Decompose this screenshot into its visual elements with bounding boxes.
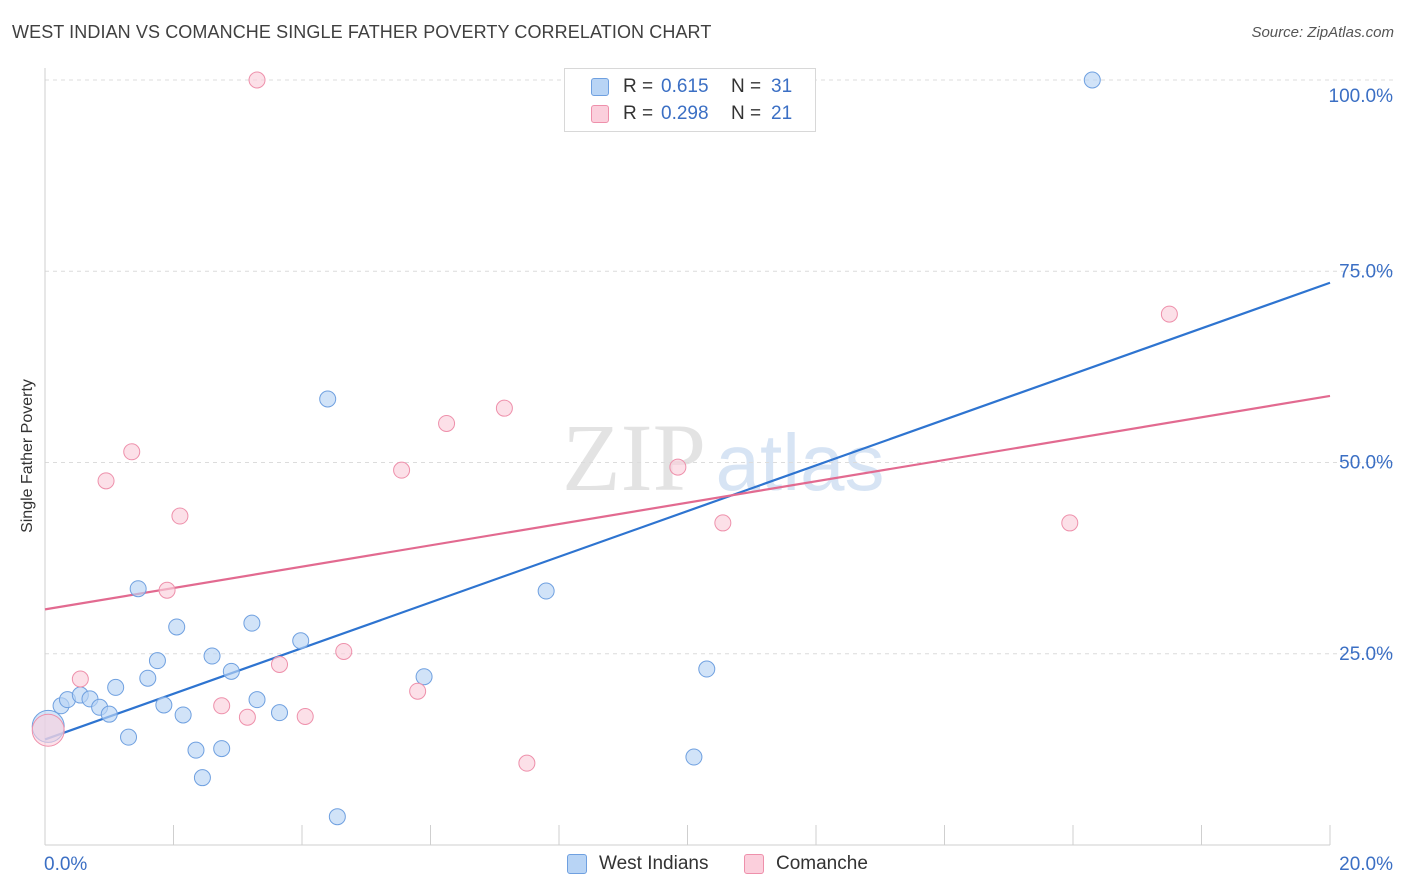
data-point-comanche	[271, 655, 289, 673]
legend-swatch-comanche	[591, 105, 609, 123]
legend-n-label: N =	[731, 76, 762, 97]
legend-r-value: 0.298	[661, 103, 709, 124]
data-point-west-indians	[148, 652, 166, 670]
bottom-legend-swatch-comanche	[744, 854, 764, 874]
data-point-west-indians	[698, 660, 716, 678]
data-point-comanche	[123, 443, 141, 461]
watermark-zip: ZIP	[562, 404, 706, 511]
data-point-west-indians	[222, 662, 240, 680]
data-point-west-indians	[193, 769, 211, 787]
data-point-west-indians	[203, 647, 221, 665]
data-point-west-indians	[168, 618, 186, 636]
data-point-west-indians	[213, 740, 231, 758]
data-point-west-indians	[685, 748, 703, 766]
data-point-comanche	[296, 707, 314, 725]
data-point-comanche	[248, 71, 266, 89]
data-point-comanche	[335, 642, 353, 660]
data-point-west-indians	[120, 728, 138, 746]
data-point-comanche	[409, 682, 427, 700]
data-point-west-indians	[319, 390, 337, 408]
legend-n-value: 21	[771, 103, 793, 124]
data-point-west-indians	[271, 704, 289, 722]
data-point-west-indians	[107, 678, 125, 696]
legend-n-value: 31	[771, 76, 793, 97]
data-point-comanche	[238, 708, 256, 726]
legend-swatch-west-indians	[591, 78, 609, 96]
data-point-comanche	[495, 399, 513, 417]
data-point-west-indians	[187, 741, 205, 759]
data-point-west-indians	[129, 580, 147, 598]
data-point-comanche	[438, 414, 456, 432]
trend-line	[44, 394, 1331, 611]
bottom-legend-label-west-indians: West Indians	[599, 853, 709, 874]
data-point-comanche	[97, 472, 115, 490]
legend-r-value: 0.615	[661, 76, 709, 97]
legend-row-west-indians: R = 0.615 N = 31	[591, 75, 792, 99]
data-point-comanche	[71, 670, 89, 688]
bottom-legend-comanche: Comanche	[744, 852, 868, 876]
data-point-west-indians	[155, 696, 173, 714]
data-point-comanche	[1160, 305, 1178, 323]
y-tick-label: 75.0%	[1339, 261, 1393, 282]
data-point-west-indians	[292, 632, 310, 650]
legend-n-label: N =	[731, 103, 762, 124]
data-point-comanche	[1061, 514, 1079, 532]
legend-r-label: R =	[623, 76, 654, 97]
data-point-west-indians	[174, 706, 192, 724]
data-point-west-indians	[537, 582, 555, 600]
data-point-comanche	[171, 507, 189, 525]
legend-row-comanche: R = 0.298 N = 21	[591, 102, 792, 126]
data-point-comanche	[714, 514, 732, 532]
bottom-legend-swatch-west-indians	[567, 854, 587, 874]
legend-r-label: R =	[623, 103, 654, 124]
bottom-legend-west-indians: West Indians	[567, 852, 708, 876]
y-tick-label: 50.0%	[1339, 453, 1393, 474]
data-point-west-indians	[248, 691, 266, 709]
data-point-west-indians	[1083, 71, 1101, 89]
data-point-comanche	[31, 713, 65, 747]
data-point-comanche	[213, 697, 231, 715]
data-point-comanche	[518, 754, 536, 772]
bottom-legend-label-comanche: Comanche	[776, 853, 868, 874]
data-point-comanche	[393, 461, 411, 479]
data-point-west-indians	[328, 808, 346, 826]
x-tick-label: 20.0%	[1339, 854, 1393, 875]
y-tick-label: 100.0%	[1329, 86, 1394, 107]
x-tick-label: 0.0%	[44, 854, 87, 875]
correlation-legend: R = 0.615 N = 31 R = 0.298 N = 21	[564, 68, 816, 132]
data-point-comanche	[669, 458, 687, 476]
data-point-west-indians	[243, 614, 261, 632]
chart-title: WEST INDIAN VS COMANCHE SINGLE FATHER PO…	[12, 22, 712, 42]
data-point-west-indians	[100, 705, 118, 723]
trend-line	[44, 281, 1331, 741]
y-tick-label: 25.0%	[1339, 644, 1393, 665]
source-label: Source: ZipAtlas.com	[1251, 24, 1394, 41]
data-point-comanche	[158, 581, 176, 599]
data-point-west-indians	[415, 668, 433, 686]
data-point-west-indians	[139, 669, 157, 687]
